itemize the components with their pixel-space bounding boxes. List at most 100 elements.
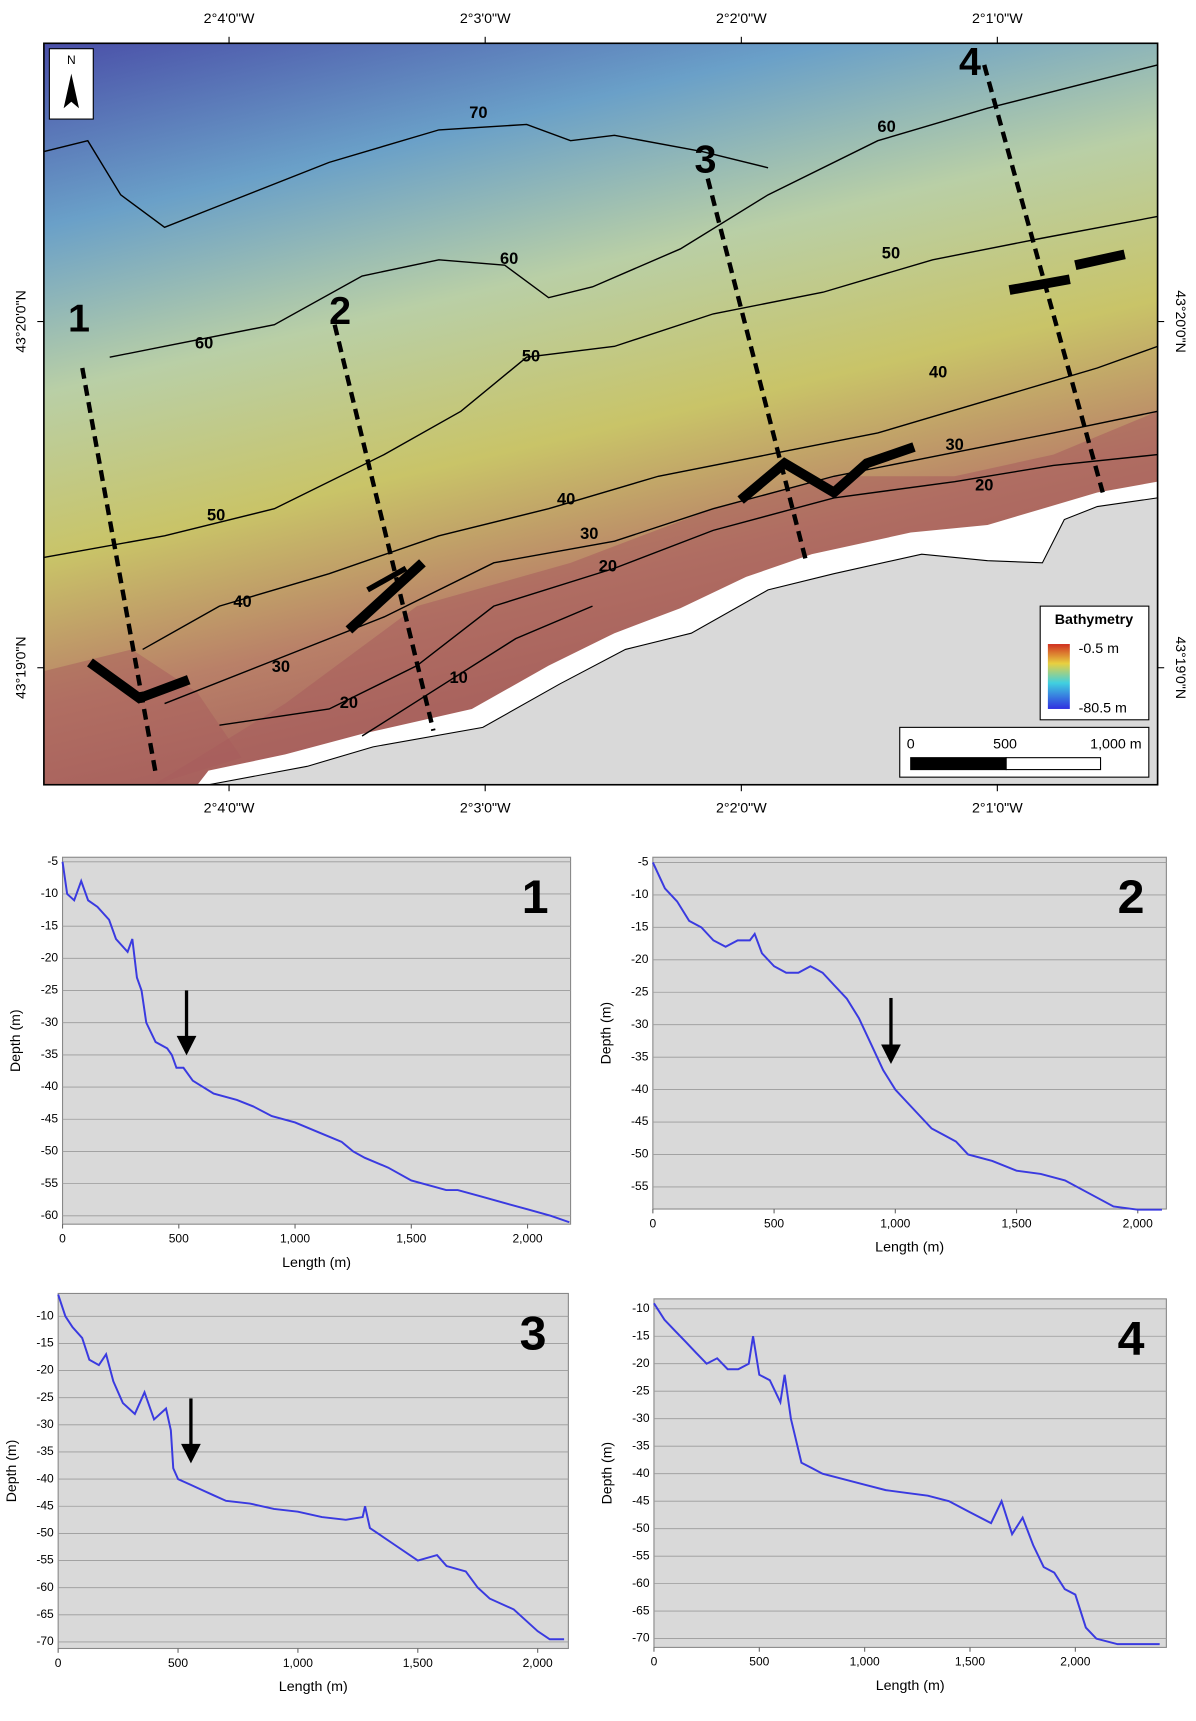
contour-label: 40 — [557, 490, 575, 508]
contour-label: 50 — [522, 348, 540, 366]
y-tick-label: -30 — [41, 1015, 59, 1029]
x-tick-label: 2,000 — [1123, 1216, 1154, 1230]
scale-bar — [1006, 758, 1100, 770]
y-tick-label: -70 — [36, 1634, 54, 1648]
x-tick-label: 1,500 — [403, 1656, 434, 1670]
contour-label: 50 — [207, 507, 225, 525]
y-tick-label: -15 — [36, 1336, 54, 1350]
contour-label: 60 — [195, 335, 213, 353]
contour-label: 60 — [877, 118, 895, 136]
x-axis-title: Length (m) — [876, 1678, 945, 1694]
y-tick-label: -10 — [632, 1301, 650, 1315]
contour-label: 20 — [340, 694, 358, 712]
scale-label: 1,000 m — [1090, 736, 1142, 752]
x-tick-label: 500 — [169, 1232, 189, 1246]
y-tick-label: -30 — [631, 1017, 649, 1031]
lat-label: 43°19'0"N — [1172, 636, 1188, 699]
y-tick-label: -25 — [41, 983, 59, 997]
panel-label: 4 — [1118, 1313, 1145, 1366]
profile-label: 4 — [959, 40, 981, 84]
y-axis-title: Depth (m) — [4, 1440, 20, 1503]
x-tick-label: 1,500 — [955, 1655, 986, 1669]
y-tick-label: -10 — [36, 1308, 54, 1322]
y-tick-label: -15 — [631, 920, 649, 934]
contour-label: 30 — [272, 658, 290, 676]
y-tick-label: -60 — [41, 1208, 59, 1222]
x-tick-label: 2,000 — [523, 1656, 554, 1670]
north-label: N — [67, 53, 76, 67]
y-tick-label: -15 — [632, 1328, 650, 1342]
contour-label: 60 — [500, 250, 518, 268]
y-tick-label: -5 — [47, 854, 58, 868]
lon-label: 2°4'0"W — [204, 800, 255, 816]
figure: N Bathymetry -0.5 m -80.5 m 0 500 1,000 … — [0, 0, 1196, 1721]
y-tick-label: -10 — [631, 887, 649, 901]
y-tick-label: -70 — [632, 1631, 650, 1645]
legend-min: -80.5 m — [1079, 701, 1127, 717]
y-tick-label: -65 — [36, 1607, 54, 1621]
contour-label: 40 — [233, 593, 251, 611]
panel-label: 2 — [1118, 871, 1145, 924]
x-tick-label: 1,000 — [880, 1216, 911, 1230]
y-tick-label: -35 — [41, 1047, 59, 1061]
lon-label: 2°1'0"W — [972, 11, 1023, 27]
lon-label: 2°2'0"W — [716, 800, 767, 816]
x-tick-label: 500 — [168, 1656, 188, 1670]
y-tick-label: -25 — [632, 1383, 650, 1397]
y-tick-label: -40 — [41, 1079, 59, 1093]
y-tick-label: -45 — [631, 1114, 649, 1128]
x-tick-label: 0 — [651, 1655, 658, 1669]
y-tick-label: -55 — [36, 1553, 54, 1567]
profile-label: 1 — [68, 297, 90, 341]
y-tick-label: -20 — [36, 1363, 54, 1377]
contour-label: 30 — [580, 525, 598, 543]
y-tick-label: -55 — [632, 1548, 650, 1562]
y-tick-label: -15 — [41, 918, 59, 932]
scale-label: 500 — [993, 736, 1017, 752]
contour-label: 40 — [929, 364, 947, 382]
x-tick-label: 0 — [55, 1656, 62, 1670]
panel-label: 3 — [520, 1308, 547, 1361]
legend-title: Bathymetry — [1055, 612, 1134, 628]
plot-area — [653, 857, 1167, 1209]
y-axis-title: Depth (m) — [598, 1002, 614, 1065]
y-tick-label: -25 — [36, 1390, 54, 1404]
x-tick-label: 2,000 — [1060, 1655, 1091, 1669]
x-tick-label: 0 — [650, 1216, 657, 1230]
y-tick-label: -40 — [632, 1466, 650, 1480]
y-tick-label: -25 — [631, 984, 649, 998]
plot-area — [63, 857, 571, 1224]
y-tick-label: -30 — [36, 1417, 54, 1431]
y-tick-label: -35 — [36, 1444, 54, 1458]
contour-label: 30 — [945, 436, 963, 454]
contour-label: 20 — [975, 476, 993, 494]
x-tick-label: 1,500 — [396, 1232, 427, 1246]
y-tick-label: -45 — [36, 1498, 54, 1512]
y-tick-label: -35 — [631, 1049, 649, 1063]
x-axis-title: Length (m) — [282, 1255, 351, 1271]
contour-label: 50 — [882, 245, 900, 263]
lon-label: 2°1'0"W — [972, 800, 1023, 816]
lon-label: 2°4'0"W — [204, 11, 255, 27]
y-tick-label: -55 — [631, 1179, 649, 1193]
y-tick-label: -40 — [631, 1082, 649, 1096]
x-tick-label: 500 — [749, 1655, 769, 1669]
y-tick-label: -55 — [41, 1176, 59, 1190]
y-tick-label: -50 — [631, 1147, 649, 1161]
color-bar — [1048, 644, 1070, 709]
y-tick-label: -35 — [632, 1438, 650, 1452]
scale-bar — [911, 758, 1006, 770]
y-tick-label: -20 — [631, 952, 649, 966]
lon-label: 2°3'0"W — [460, 11, 511, 27]
map: N Bathymetry -0.5 m -80.5 m 0 500 1,000 … — [44, 43, 1158, 784]
contour-label: 20 — [599, 558, 617, 576]
y-tick-label: -50 — [41, 1144, 59, 1158]
y-tick-label: -30 — [632, 1411, 650, 1425]
y-tick-label: -45 — [632, 1493, 650, 1507]
lon-label: 2°3'0"W — [460, 800, 511, 816]
y-tick-label: -45 — [41, 1111, 59, 1125]
y-tick-label: -10 — [41, 886, 59, 900]
y-tick-label: -50 — [632, 1521, 650, 1535]
x-tick-label: 1,500 — [1001, 1216, 1032, 1230]
x-axis-title: Length (m) — [279, 1679, 348, 1695]
